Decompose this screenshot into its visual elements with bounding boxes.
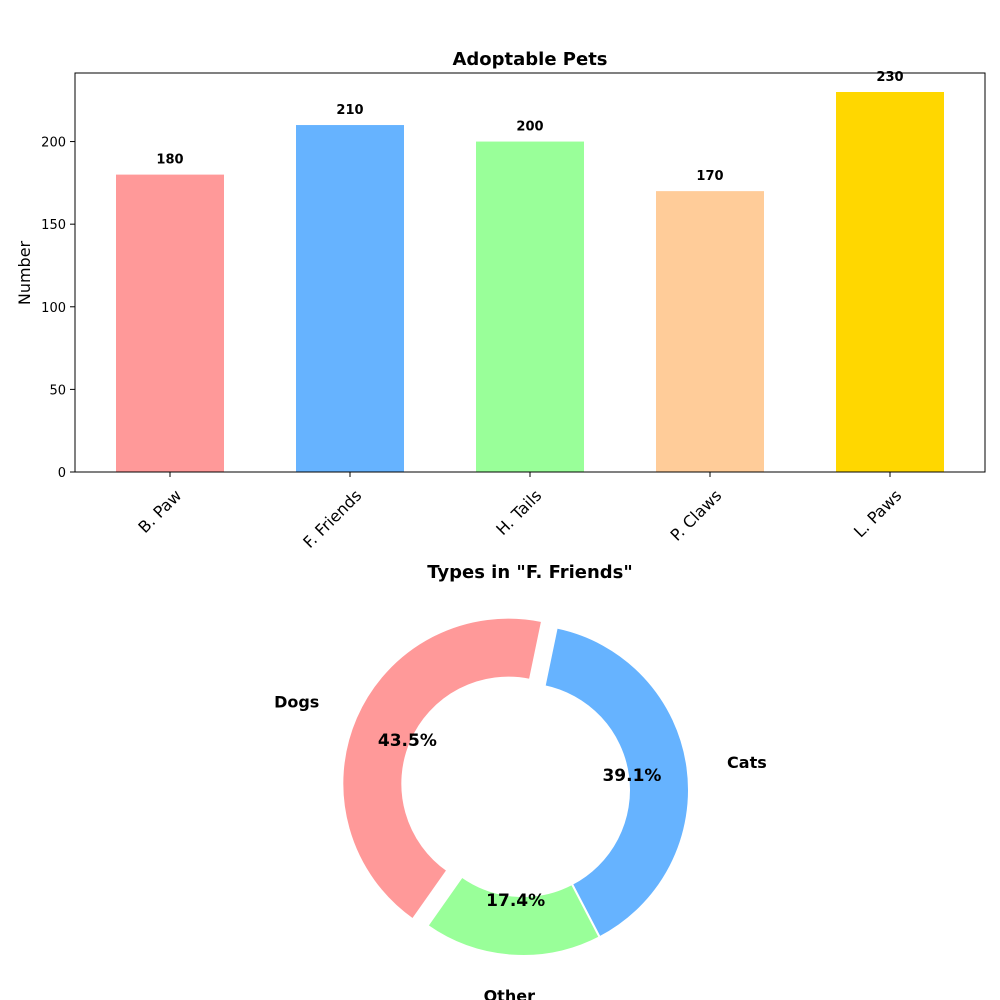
bar <box>836 92 944 472</box>
slice-percent-label: 17.4% <box>486 891 545 911</box>
bar-chart-title: Adoptable Pets <box>452 49 607 70</box>
donut-slice <box>426 875 601 957</box>
y-tick-label: 0 <box>58 466 66 481</box>
bar <box>476 141 584 472</box>
bar-value-label: 200 <box>516 120 543 135</box>
slice-category-label: Cats <box>727 753 767 772</box>
donut-chart: Types in "F. Friends" Cats 39.1% Dogs 43.5%… <box>274 562 767 1000</box>
slice-percent-label: 39.1% <box>602 766 661 786</box>
bar <box>296 125 404 472</box>
slice-category-label: Other <box>484 987 535 1000</box>
y-axis-label: Number <box>15 240 34 305</box>
bar-value-label: 230 <box>876 70 903 85</box>
slice-category-label: Dogs <box>274 693 319 712</box>
bar-chart: Adoptable Pets Number 180 210 200 170 230 0 5… <box>15 49 986 552</box>
bar-marks: 180 210 200 170 230 <box>116 70 944 472</box>
donut-slice <box>543 626 690 939</box>
donut-slice <box>341 616 544 921</box>
donut-chart-title: Types in "F. Friends" <box>427 562 633 583</box>
bar-value-label: 180 <box>156 153 183 168</box>
y-tick-label: 50 <box>49 383 66 398</box>
y-tick-label: 200 <box>41 136 66 151</box>
bar-value-label: 210 <box>336 103 363 118</box>
plot-frame <box>74 72 986 473</box>
y-tick-label: 100 <box>41 301 66 316</box>
donut-labels: Cats 39.1% Dogs 43.5% Other 17.4% <box>274 693 767 1000</box>
y-tick-label: 150 <box>41 218 66 233</box>
y-axis-ticks: 0 50 100 150 200 <box>41 136 75 481</box>
donut-slices <box>341 616 690 957</box>
slice-percent-label: 43.5% <box>378 731 437 751</box>
bar <box>656 191 764 472</box>
bar <box>116 174 224 472</box>
bar-value-label: 170 <box>696 169 723 184</box>
